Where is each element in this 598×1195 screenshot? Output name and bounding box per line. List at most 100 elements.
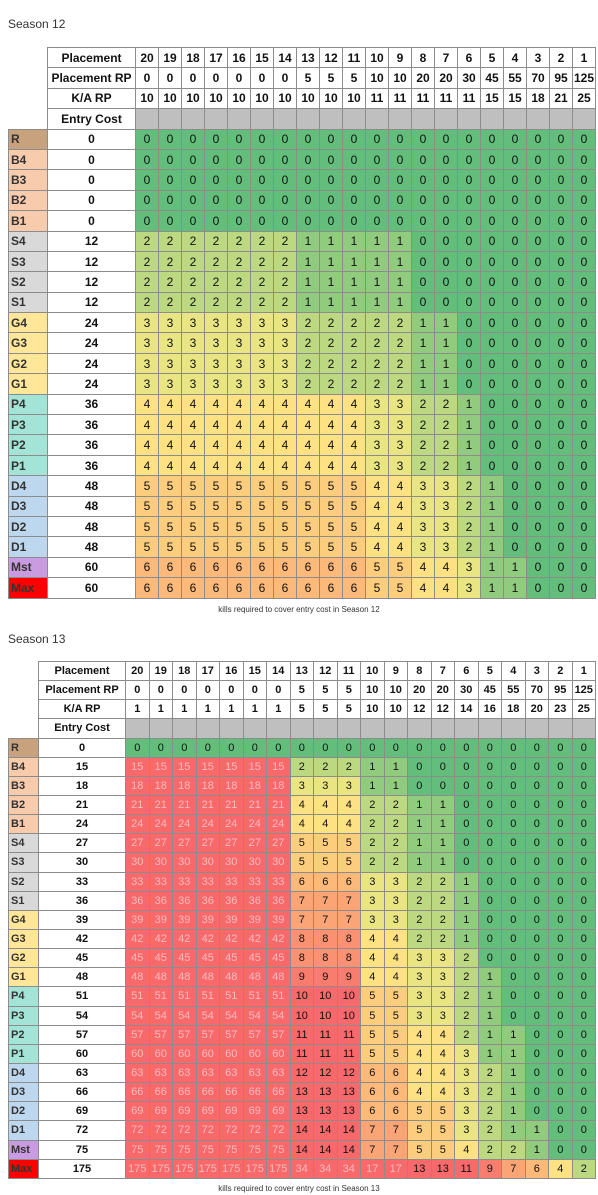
header-value: 0	[219, 680, 244, 701]
kills-cell: 3	[227, 312, 251, 334]
kills-cell: 10	[313, 1005, 338, 1026]
kills-cell: 0	[549, 373, 573, 395]
header-value: 20	[407, 680, 432, 701]
kills-cell: 2	[158, 271, 182, 293]
kills-cell: 0	[457, 312, 481, 334]
kills-cell: 0	[524, 1101, 549, 1122]
kills-cell: 1	[501, 1120, 526, 1141]
kills-cell: 0	[434, 148, 458, 171]
kills-cell: 42	[242, 928, 267, 950]
header-value: 5	[480, 46, 504, 69]
kills-cell: 6	[204, 556, 228, 579]
kills-cell: 0	[524, 986, 549, 1007]
kills-cell: 2	[365, 312, 389, 334]
header-value: 12	[313, 660, 338, 682]
kills-cell: 0	[434, 250, 458, 273]
kills-cell: 21	[148, 794, 173, 816]
kills-cell: 0	[549, 495, 573, 517]
kills-cell: 1	[430, 852, 455, 873]
rank-row: D4 63 63 63 63 63 63 63 63 12 12 12 6 6 4 4 3 2 1 0 0 0	[8, 1062, 596, 1084]
kills-cell: 30	[266, 852, 291, 873]
kills-cell: 0	[411, 189, 435, 212]
entry-cost: 36	[47, 414, 136, 436]
kills-cell: 2	[454, 967, 479, 988]
kills-cell: 75	[195, 1139, 220, 1160]
entry-cost: 48	[47, 515, 136, 538]
kills-cell: 4	[383, 948, 408, 969]
blank-cell	[8, 718, 39, 739]
section-title: Season 13	[8, 632, 66, 646]
kills-cell: 0	[501, 871, 526, 892]
kills-cell: 54	[125, 1005, 150, 1026]
kills-cell: 5	[296, 515, 320, 538]
kills-cell: 0	[457, 271, 481, 293]
rank-label: S1	[8, 291, 48, 314]
kills-cell: 1	[342, 230, 366, 252]
kills-cell: 6	[296, 577, 320, 599]
kills-cell: 63	[125, 1062, 150, 1084]
gray-cell	[407, 718, 432, 739]
kills-cell: 0	[571, 775, 596, 796]
kills-cell: 18	[172, 775, 197, 796]
kills-cell: 54	[266, 1005, 291, 1026]
kills-cell: 5	[296, 536, 320, 558]
kills-cell: 0	[549, 434, 573, 456]
kills-cell: 5	[342, 536, 366, 558]
entry-cost: 24	[47, 352, 136, 375]
kills-cell: 1	[501, 1043, 526, 1064]
rank-label: G1	[8, 373, 48, 395]
kills-cell: 0	[457, 230, 481, 252]
rank-row: D2 48 5 5 5 5 5 5 5 5 5 5 4 4 3 3 2 1 0 0 0 0	[8, 515, 596, 538]
kills-cell: 10	[289, 1005, 314, 1026]
header-value: 0	[181, 67, 205, 89]
kills-cell: 2	[135, 250, 159, 273]
kills-cell: 0	[181, 189, 205, 212]
kills-cell: 3	[204, 352, 228, 375]
kills-cell: 175	[125, 1158, 150, 1179]
kills-cell: 0	[526, 536, 550, 558]
kills-cell: 0	[266, 737, 291, 758]
kills-cell: 4	[388, 495, 412, 517]
kills-cell: 3	[411, 475, 435, 497]
kills-cell: 3	[227, 332, 251, 354]
kills-cell: 0	[434, 169, 458, 191]
kills-cell: 1	[480, 515, 504, 538]
header-value: 17	[204, 46, 228, 69]
kills-cell: 0	[454, 737, 479, 758]
kills-cell: 5	[181, 515, 205, 538]
rank-label: G1	[8, 967, 39, 988]
kills-cell: 0	[548, 833, 573, 854]
kills-cell: 2	[342, 312, 366, 334]
kills-cell: 0	[571, 871, 596, 892]
kills-cell: 2	[319, 332, 343, 354]
kills-cell: 11	[289, 1024, 314, 1045]
header-value: 5	[296, 67, 320, 89]
kills-cell: 0	[524, 833, 549, 854]
kills-cell: 0	[572, 414, 596, 436]
header-value: 1	[266, 699, 291, 720]
kills-cell: 2	[273, 291, 297, 314]
kills-cell: 7	[383, 1139, 408, 1160]
kills-cell: 0	[572, 291, 596, 314]
kills-cell: 69	[266, 1101, 291, 1122]
kills-cell: 0	[411, 210, 435, 232]
kills-cell: 1	[501, 1101, 526, 1122]
kills-cell: 0	[572, 312, 596, 334]
header-label: K/A RP	[38, 699, 126, 720]
header-value: 19	[158, 46, 182, 69]
kills-cell: 0	[480, 454, 504, 477]
kills-cell: 7	[501, 1158, 526, 1179]
kills-cell: 0	[411, 291, 435, 314]
kills-cell: 0	[480, 210, 504, 232]
kills-cell: 2	[477, 1062, 502, 1084]
kills-cell: 42	[125, 928, 150, 950]
kills-cell: 0	[457, 210, 481, 232]
kills-cell: 8	[289, 948, 314, 969]
kills-cell: 0	[319, 210, 343, 232]
rank-label: B1	[8, 210, 48, 232]
kills-cell: 4	[296, 434, 320, 456]
entry-cost: 0	[38, 737, 126, 758]
kills-cell: 0	[319, 128, 343, 150]
kills-cell: 0	[503, 414, 527, 436]
kills-cell: 2	[135, 230, 159, 252]
